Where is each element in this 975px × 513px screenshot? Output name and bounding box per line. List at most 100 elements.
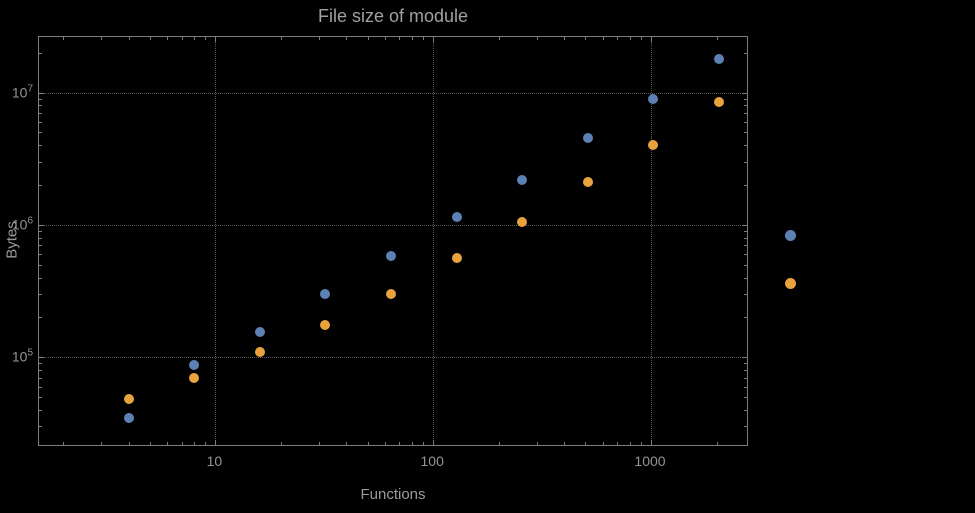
tick-mark-x [617, 37, 619, 40]
data-point-series-orange [648, 140, 659, 151]
tick-mark-y [744, 409, 747, 411]
tick-mark-y [744, 145, 747, 147]
tick-mark-y [744, 386, 747, 388]
data-point-series-orange [582, 177, 593, 188]
tick-mark-y [39, 113, 42, 115]
tick-mark-y [744, 230, 747, 232]
tick-mark-y [39, 317, 42, 319]
tick-mark-x [205, 442, 207, 445]
tick-mark-y [742, 92, 747, 94]
tick-mark-x [63, 37, 65, 40]
data-point-series-orange [123, 394, 134, 405]
tick-mark-x [498, 442, 500, 445]
tick-mark-y [39, 397, 42, 399]
tick-mark-x [564, 442, 566, 445]
tick-mark-x [167, 442, 169, 445]
data-point-series-blue [320, 289, 331, 300]
tick-mark-x [280, 442, 282, 445]
tick-mark-y [39, 370, 42, 372]
gridline-vertical [650, 37, 652, 445]
tick-mark-x [433, 440, 435, 445]
tick-mark-x [149, 442, 151, 445]
tick-mark-y [744, 317, 747, 319]
legend-marker-series-orange [785, 278, 796, 289]
tick-mark-y [39, 98, 42, 100]
tick-mark-y [39, 409, 42, 411]
tick-mark-y [39, 386, 42, 388]
data-point-series-blue [582, 133, 593, 144]
tick-mark-y [39, 145, 42, 147]
data-point-series-blue [648, 93, 659, 104]
tick-mark-y [744, 370, 747, 372]
tick-mark-x [423, 37, 425, 40]
data-point-series-blue [517, 174, 528, 185]
tick-mark-x [641, 37, 643, 40]
tick-mark-y [39, 245, 42, 247]
gridline-horizontal [39, 224, 747, 226]
data-point-series-blue [254, 327, 265, 338]
tick-mark-y [744, 277, 747, 279]
tick-mark-y [744, 121, 747, 123]
tick-mark-x [498, 37, 500, 40]
y-tick-label: 105 [11, 347, 33, 365]
tick-mark-y [39, 357, 44, 359]
tick-mark-y [39, 230, 42, 232]
tick-mark-y [744, 264, 747, 266]
data-point-series-blue [451, 211, 462, 222]
data-point-series-orange [320, 320, 331, 331]
tick-mark-y [744, 161, 747, 163]
data-point-series-orange [189, 372, 200, 383]
tick-mark-y [39, 161, 42, 163]
tick-mark-x [650, 37, 652, 42]
tick-mark-x [149, 37, 151, 40]
tick-mark-y [744, 294, 747, 296]
tick-mark-x [367, 442, 369, 445]
gridline-horizontal [39, 357, 747, 359]
tick-mark-x [399, 442, 401, 445]
gridline-horizontal [39, 92, 747, 94]
tick-mark-y [39, 363, 42, 365]
data-point-series-blue [189, 359, 200, 370]
tick-mark-y [39, 52, 42, 54]
tick-mark-x [63, 442, 65, 445]
tick-mark-x [205, 37, 207, 40]
tick-mark-x [564, 37, 566, 40]
tick-mark-x [537, 37, 539, 40]
tick-mark-y [39, 264, 42, 266]
tick-mark-x [194, 442, 196, 445]
plot-area [38, 36, 748, 446]
tick-mark-y [39, 254, 42, 256]
tick-mark-x [346, 37, 348, 40]
tick-mark-y [39, 377, 42, 379]
chart-title: File size of module [317, 6, 469, 26]
tick-mark-x [215, 440, 217, 445]
data-point-series-orange [517, 217, 528, 228]
legend [785, 230, 797, 326]
tick-mark-y [39, 132, 42, 134]
tick-mark-x [585, 442, 587, 445]
tick-mark-y [744, 377, 747, 379]
tick-mark-y [744, 397, 747, 399]
tick-mark-x [280, 37, 282, 40]
tick-mark-x [101, 37, 103, 40]
x-tick-label: 10 [206, 453, 223, 469]
tick-mark-x [167, 37, 169, 40]
tick-mark-y [744, 245, 747, 247]
legend-marker-series-blue [785, 230, 796, 241]
tick-mark-x [384, 442, 386, 445]
tick-mark-x [384, 37, 386, 40]
tick-mark-y [39, 224, 44, 226]
tick-mark-y [744, 237, 747, 239]
data-point-series-blue [713, 53, 724, 64]
data-point-series-orange [385, 289, 396, 300]
tick-mark-x [433, 37, 435, 42]
tick-mark-x [716, 37, 718, 40]
data-point-series-orange [451, 253, 462, 264]
tick-mark-x [650, 440, 652, 445]
gridline-vertical [433, 37, 435, 445]
y-tick-label: 107 [11, 83, 33, 100]
tick-mark-y [744, 52, 747, 54]
tick-mark-y [744, 426, 747, 428]
tick-mark-x [319, 37, 321, 40]
